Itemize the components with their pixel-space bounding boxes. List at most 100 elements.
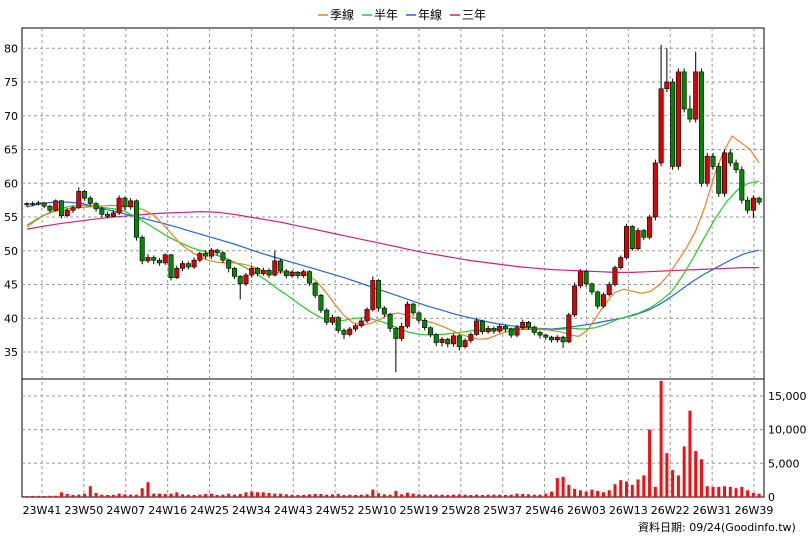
candle-body <box>733 162 739 171</box>
candle-body <box>260 270 266 275</box>
candle <box>664 48 670 93</box>
candlesticks <box>24 44 762 373</box>
candle <box>99 206 105 217</box>
yearly-line <box>26 201 760 330</box>
candle <box>491 326 497 334</box>
candle-body <box>139 236 145 262</box>
candle-body <box>589 283 595 293</box>
candle <box>306 270 312 286</box>
x-tick-label: 24W52 <box>316 504 355 517</box>
volume-bar <box>59 492 63 497</box>
volume-bar <box>475 494 479 497</box>
candle-body <box>566 314 572 343</box>
candle-body <box>295 272 301 277</box>
candle-body <box>272 260 278 276</box>
volume-bar <box>717 486 721 497</box>
candle <box>318 293 324 313</box>
candle <box>324 308 330 325</box>
candle <box>41 202 47 209</box>
candle <box>197 251 203 263</box>
volume-bar <box>642 475 646 497</box>
candle-body <box>491 328 497 332</box>
volume-bar <box>498 494 502 497</box>
candle-body <box>456 335 462 347</box>
candle <box>231 266 237 280</box>
candle <box>156 258 162 266</box>
candle <box>226 258 232 273</box>
candle <box>514 325 520 338</box>
candle-body <box>203 253 209 257</box>
candle <box>93 202 99 212</box>
candle <box>612 265 618 287</box>
candle-body <box>381 307 387 315</box>
candle-body <box>502 326 508 330</box>
volume-bar <box>486 494 490 497</box>
candle-body <box>583 271 589 285</box>
volume-bar <box>371 489 375 497</box>
candle-body <box>612 267 618 285</box>
candle-body <box>249 267 255 276</box>
candle-body <box>162 254 168 264</box>
price-panel-frame <box>21 27 765 380</box>
candle <box>358 318 364 328</box>
candle <box>410 302 416 316</box>
candle <box>733 159 739 174</box>
price-tick-label: 35 <box>4 346 18 359</box>
volume-bar <box>31 495 35 497</box>
legend-label-2: 年線 <box>418 7 442 22</box>
candle-body <box>652 162 658 218</box>
candle <box>335 316 341 334</box>
candle <box>433 333 439 346</box>
volume-axis-ticks: 0 5,000 10,000 15,000 <box>768 390 807 504</box>
candle-body <box>750 197 756 211</box>
candle <box>35 200 41 206</box>
volume-bar <box>648 429 652 497</box>
volume-tick-label: 0 <box>768 491 775 504</box>
volume-bar <box>740 486 744 497</box>
candle-body <box>237 276 243 285</box>
volume-bar <box>723 486 727 497</box>
candle <box>76 187 82 209</box>
volume-bar <box>232 494 236 497</box>
candle <box>347 327 353 337</box>
volume-bar <box>354 494 358 497</box>
candle-body <box>168 254 174 279</box>
candle-body <box>208 249 214 257</box>
volume-tick-label: 5,000 <box>768 457 800 470</box>
candle <box>589 282 595 295</box>
candle-body <box>508 328 514 336</box>
candle-body <box>497 326 503 332</box>
candle <box>266 268 272 278</box>
candle <box>24 202 30 207</box>
candle <box>618 255 624 270</box>
candle <box>404 301 410 329</box>
candle-body <box>462 340 468 347</box>
price-tick-label: 55 <box>4 211 18 224</box>
candle-body <box>301 271 307 277</box>
candle <box>531 325 537 336</box>
volume-bar <box>198 494 202 497</box>
volume-bar <box>503 494 507 497</box>
candle-body <box>255 267 261 274</box>
volume-bar <box>521 493 525 497</box>
x-tick-label: 26W39 <box>735 504 774 517</box>
candle-body <box>687 108 693 120</box>
volume-bar <box>169 493 173 497</box>
candle <box>474 317 480 336</box>
candle <box>641 229 647 240</box>
candle-body <box>433 334 439 343</box>
volume-bar <box>290 494 294 497</box>
volume-tick-label: 10,000 <box>768 424 807 437</box>
volume-bar <box>457 494 461 497</box>
volume-bar <box>757 493 761 497</box>
candle <box>30 201 36 207</box>
candle <box>456 334 462 351</box>
volume-bar <box>400 494 404 497</box>
candle <box>341 328 347 340</box>
candle <box>47 204 53 213</box>
candle <box>698 68 704 187</box>
candle-body <box>214 249 220 254</box>
candle <box>237 275 243 300</box>
volume-bar <box>313 493 317 497</box>
candle <box>577 268 583 289</box>
